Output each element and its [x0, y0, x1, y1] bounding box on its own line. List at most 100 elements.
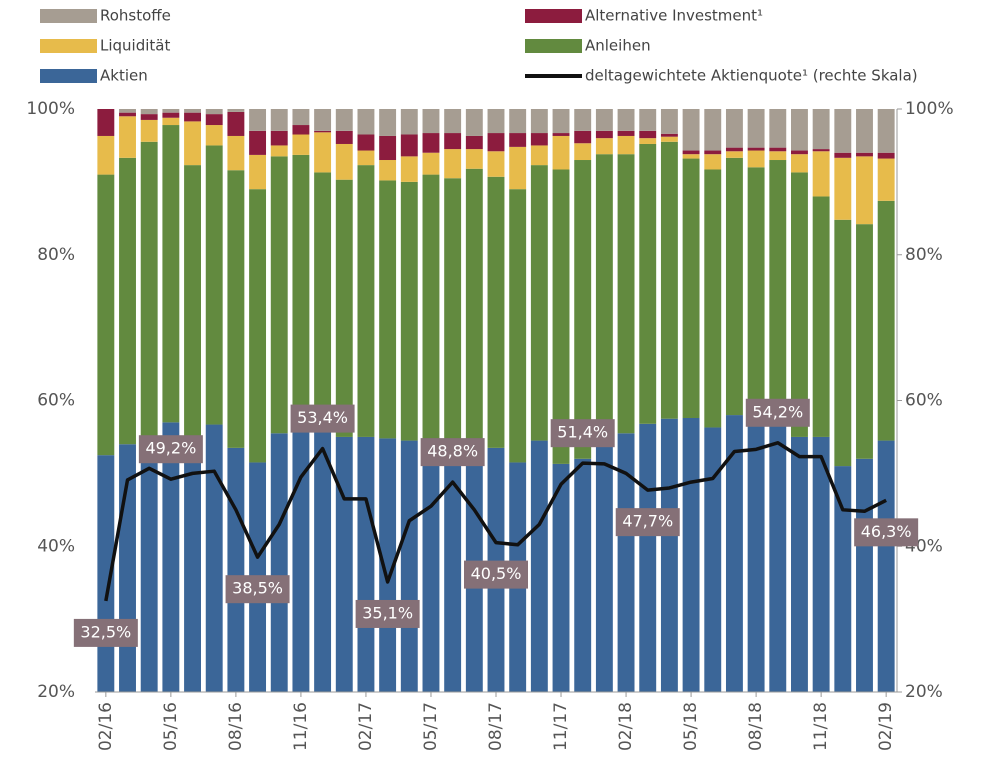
bar-segment	[574, 160, 592, 459]
value-label: 48,8%	[420, 438, 485, 467]
bar-segment	[617, 109, 635, 131]
bar-segment	[422, 442, 440, 692]
bar-segment	[509, 133, 527, 147]
bar-segment	[725, 147, 743, 152]
value-label: 54,2%	[745, 398, 810, 427]
bar-segment	[140, 436, 158, 692]
value-label-text: 40,5%	[471, 564, 522, 583]
bar-segment	[422, 133, 440, 153]
bar-segment	[314, 409, 332, 692]
bar-segment	[530, 133, 548, 146]
bar-segment	[314, 109, 332, 131]
value-label-text: 49,2%	[145, 439, 196, 458]
bar-segment	[379, 160, 397, 181]
y-tick-label: 100%	[26, 99, 75, 119]
value-label-text: 38,5%	[232, 579, 283, 598]
bar-segment	[639, 423, 657, 692]
bar-segment	[357, 134, 375, 151]
legend-swatch	[40, 39, 97, 53]
bar-segment	[184, 112, 201, 122]
value-label-box	[550, 419, 615, 448]
bar-segment	[509, 189, 527, 463]
legend-swatch	[525, 39, 582, 53]
value-label-text: 32,5%	[80, 622, 131, 641]
bar-segment	[704, 109, 722, 151]
bar-segment	[119, 112, 136, 117]
value-label-text: 35,1%	[362, 603, 413, 622]
bar-segment	[812, 109, 830, 150]
y-tick-label: 40%	[37, 536, 75, 556]
x-tick-label: 05/18	[681, 702, 701, 751]
bar-segment	[249, 154, 267, 190]
bar-segment	[465, 109, 483, 136]
bar-segment	[97, 135, 115, 175]
line-series	[104, 441, 887, 602]
bar-segment	[400, 440, 418, 692]
bar-segment	[509, 146, 527, 190]
bar-segment	[487, 109, 505, 134]
y-tick-label: 80%	[37, 245, 75, 265]
bar-segment	[249, 109, 267, 131]
bar-segment	[617, 135, 635, 155]
bar-segment	[227, 111, 245, 136]
bar-segment	[704, 427, 722, 692]
value-label-text: 47,7%	[622, 512, 673, 531]
bar-segment	[379, 438, 397, 692]
bar-segment	[270, 433, 288, 692]
bar-segment	[292, 411, 310, 692]
bar-segment	[465, 168, 483, 445]
bar-segment	[140, 114, 158, 120]
legend-swatch	[525, 9, 582, 23]
value-label-box	[854, 518, 919, 547]
bar-segment	[812, 151, 830, 197]
value-label-box	[420, 438, 485, 467]
bar-segment	[877, 200, 895, 441]
bar-segment	[834, 219, 852, 467]
bar-segment	[465, 149, 483, 169]
bar-segment	[444, 178, 462, 448]
x-tick-label: 11/16	[291, 702, 311, 751]
bar-segment	[530, 109, 548, 134]
bar-segment	[227, 135, 245, 171]
bar-segment	[465, 135, 483, 150]
bar-segment	[270, 145, 288, 157]
bar-segment	[552, 133, 570, 136]
bar-segment	[205, 125, 223, 146]
bar-segment	[205, 424, 223, 692]
bar-segment	[422, 109, 440, 134]
bar-segment	[379, 109, 397, 136]
value-label-text: 54,2%	[752, 402, 803, 421]
value-label-text: 51,4%	[557, 423, 608, 442]
bar-segment	[769, 424, 787, 692]
bar-segment	[639, 143, 657, 424]
value-label: 47,7%	[615, 508, 680, 537]
bar-segment	[769, 151, 787, 161]
bar-segment	[791, 154, 808, 173]
bar-segment	[834, 152, 852, 158]
x-tick-label: 08/18	[746, 702, 766, 751]
bar-segment	[530, 440, 548, 692]
value-label: 32,5%	[73, 618, 138, 647]
bar-segment	[812, 149, 830, 152]
bar-segment	[856, 156, 873, 225]
bar-segment	[270, 130, 288, 146]
bar-segment	[292, 109, 310, 126]
bar-segment	[357, 109, 375, 135]
value-label: 38,5%	[225, 575, 290, 604]
bar-segment	[357, 150, 375, 166]
legend-label: Rohstoffe	[100, 7, 171, 25]
bar-segment	[704, 150, 722, 155]
bar-segment	[791, 172, 808, 437]
bar-segment	[791, 436, 808, 692]
value-label-text: 46,3%	[861, 522, 912, 541]
value-label-box	[225, 575, 290, 604]
bar-segment	[444, 149, 462, 179]
bar-segment	[747, 109, 765, 148]
bar-segment	[184, 109, 201, 113]
bar-segment	[617, 154, 635, 434]
value-label-box	[73, 618, 138, 647]
y2-tick-label: 60%	[905, 391, 943, 411]
bar-segment	[400, 156, 418, 182]
bar-segment	[552, 463, 570, 692]
bar-segment	[682, 417, 700, 692]
